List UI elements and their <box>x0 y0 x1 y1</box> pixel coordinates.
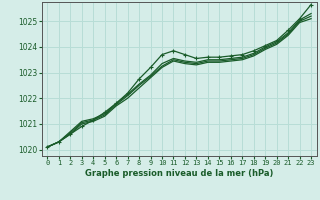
X-axis label: Graphe pression niveau de la mer (hPa): Graphe pression niveau de la mer (hPa) <box>85 169 273 178</box>
